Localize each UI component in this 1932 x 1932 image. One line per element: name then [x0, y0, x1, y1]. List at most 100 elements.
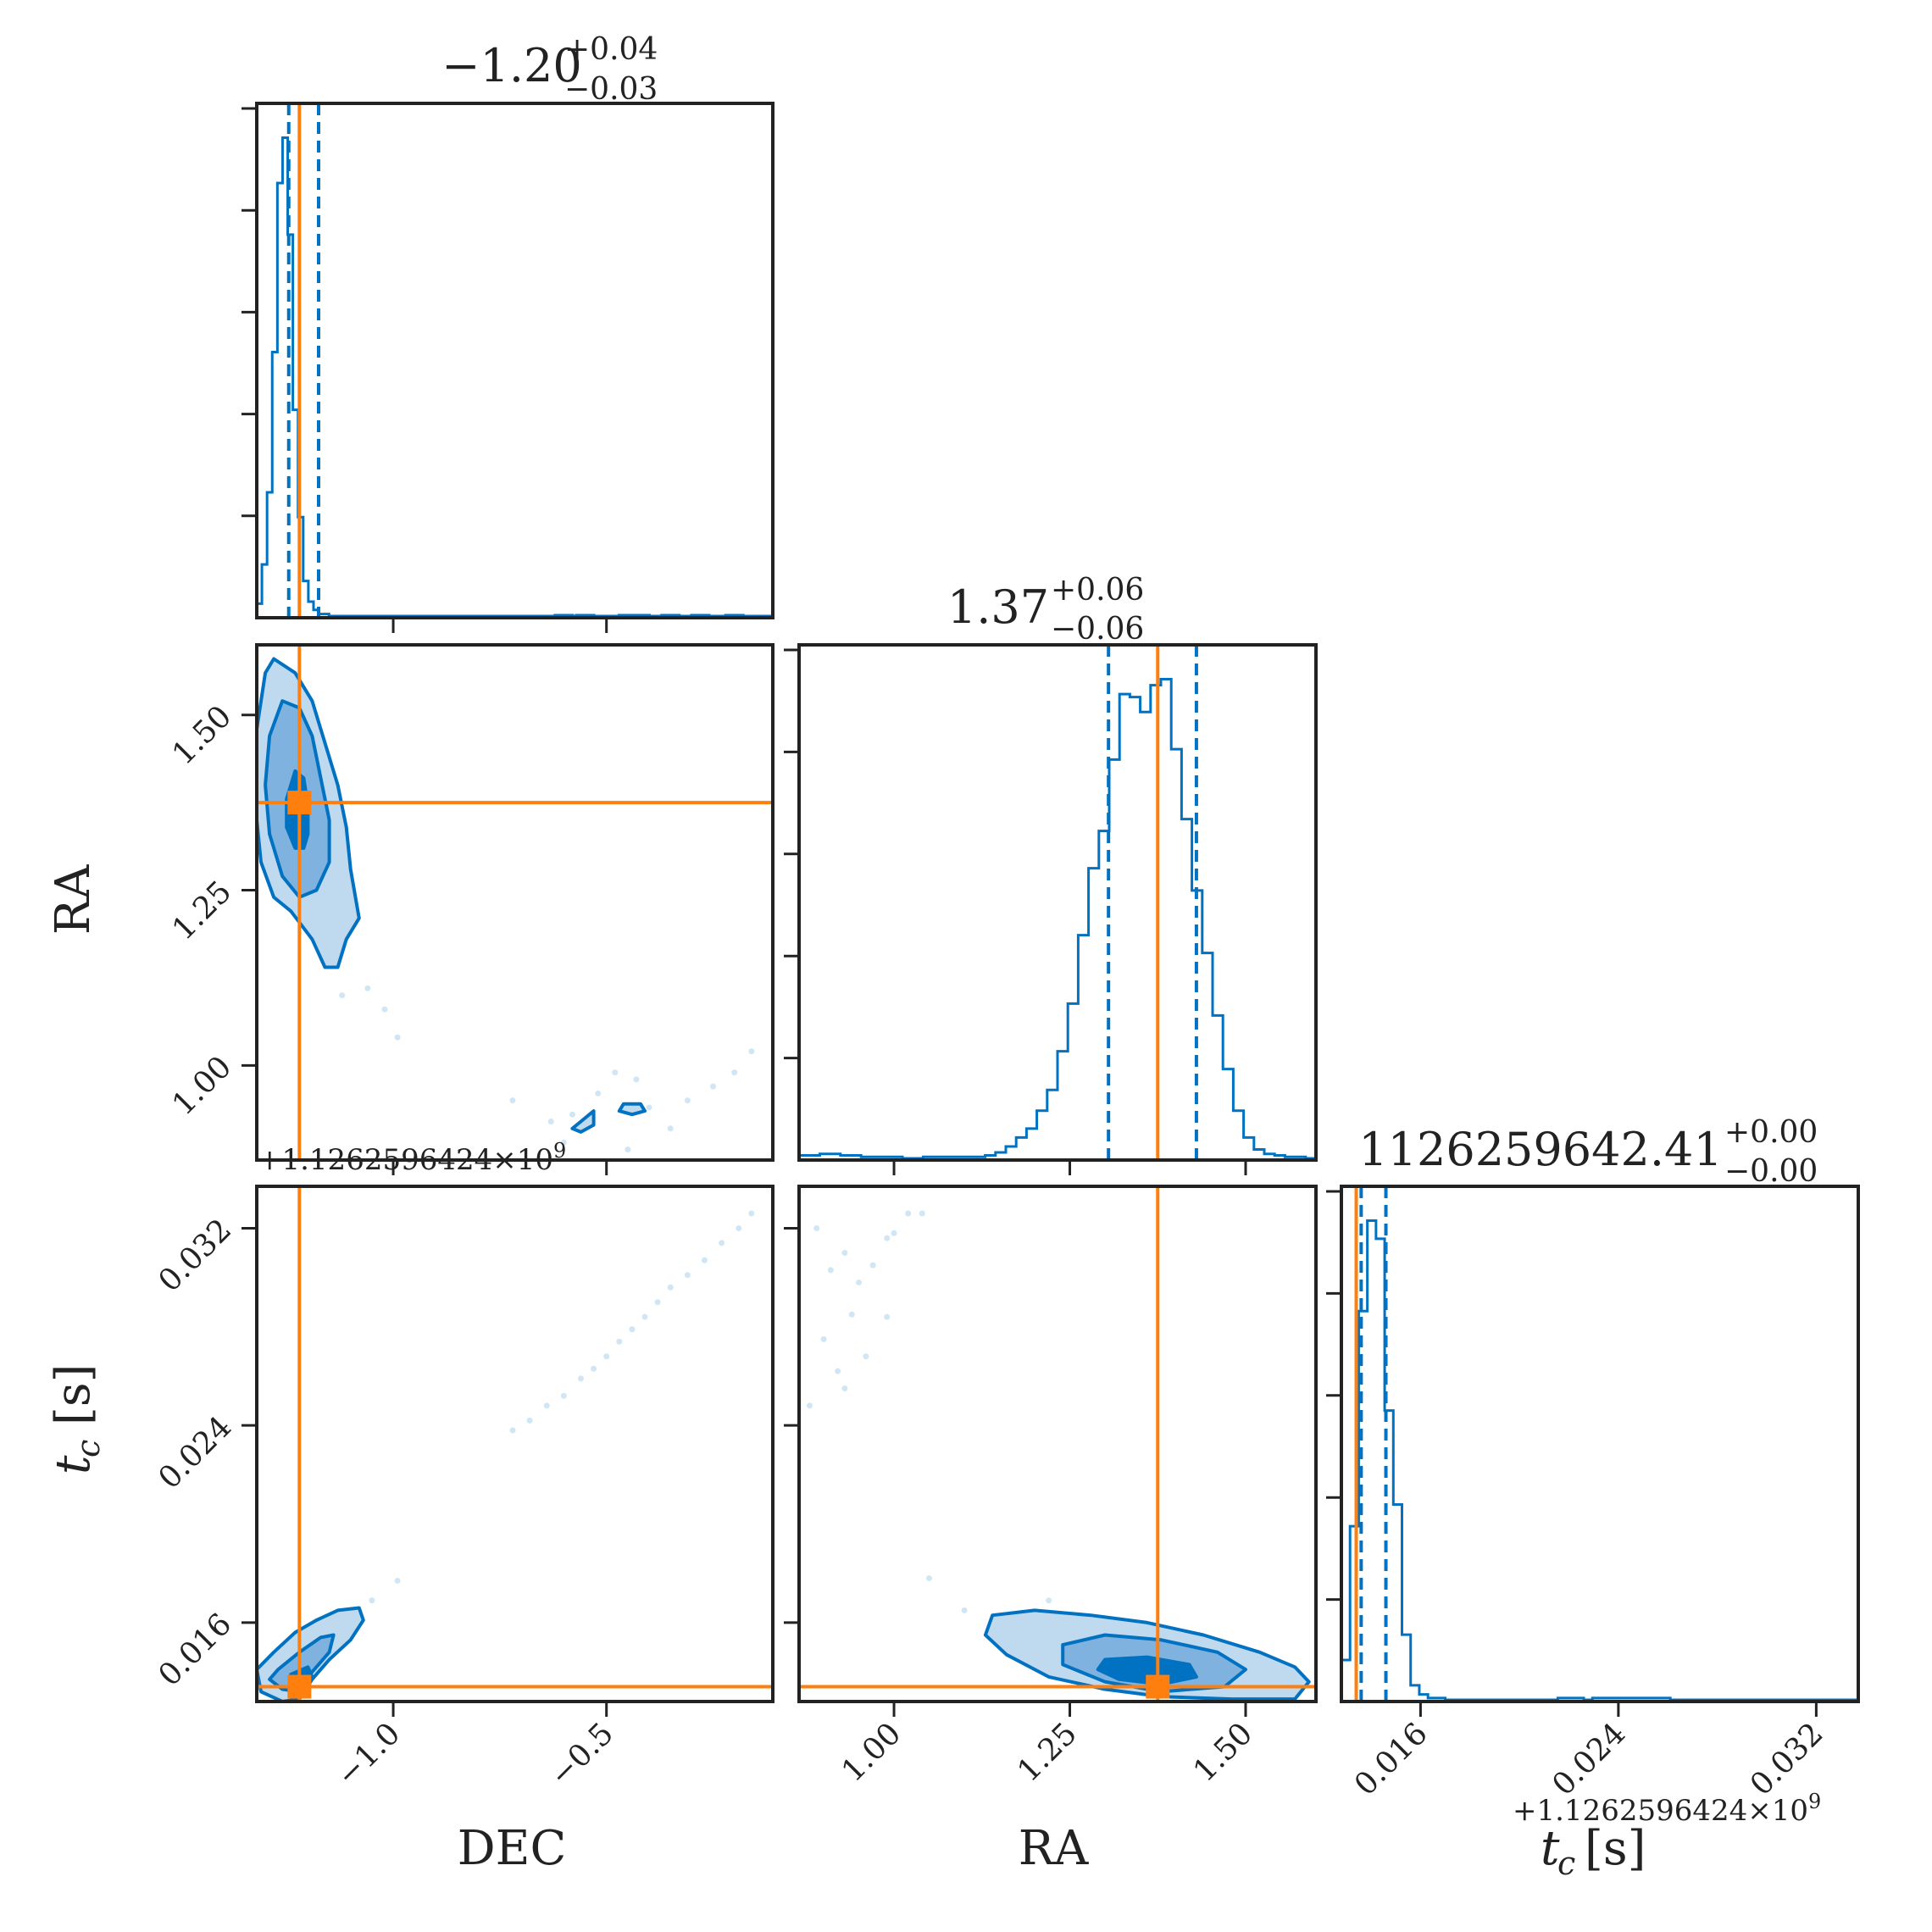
- sample-point: [364, 985, 371, 991]
- density-panel-tc-vs-dec: [257, 1186, 773, 1702]
- panels-layer: −1.0 −0.5 1.00 1.25 1.50 0.016 0.024 0.0321.001…: [152, 102, 1860, 1802]
- ra-xlabel: RA: [1019, 1821, 1089, 1876]
- tc-xlabel-t: t: [1541, 1821, 1560, 1876]
- sample-point: [569, 1111, 575, 1118]
- sample-point: [654, 1299, 661, 1306]
- sample-point: [863, 1353, 869, 1360]
- sample-point: [905, 1210, 912, 1217]
- sample-point: [543, 1402, 550, 1409]
- sample-point: [848, 1311, 855, 1318]
- tc-title-sup: +0.00: [1724, 1115, 1818, 1150]
- offset-left-base: +1.1262596424×10: [258, 1143, 553, 1177]
- sample-point: [339, 992, 346, 999]
- sample-point: [926, 1575, 933, 1582]
- offset-left-exp: 9: [553, 1139, 566, 1163]
- sample-point: [633, 1076, 640, 1083]
- sample-point: [884, 1313, 891, 1320]
- sample-point: [509, 1097, 516, 1104]
- sample-point: [603, 1353, 610, 1360]
- sample-point: [731, 1069, 738, 1076]
- sample-point: [612, 1069, 619, 1076]
- sample-point: [641, 1313, 648, 1320]
- ra-title-main: 1.37: [947, 580, 1049, 634]
- contour-inner: [1096, 1655, 1198, 1686]
- contour-island: [570, 1109, 596, 1134]
- sample-point: [710, 1083, 717, 1090]
- sample-point: [856, 1279, 863, 1285]
- contour-mid: [268, 1633, 336, 1694]
- sample-point: [869, 1262, 876, 1269]
- sample-point: [841, 1385, 848, 1392]
- tc-xlabel-sub: c: [1557, 1845, 1575, 1882]
- sample-point: [820, 1335, 827, 1342]
- contour-island: [617, 1102, 647, 1117]
- hist-frame-ra: [797, 643, 1318, 1162]
- sample-point: [369, 1597, 375, 1604]
- hist-frame-tc: [1340, 1185, 1860, 1703]
- sample-point: [736, 1224, 742, 1231]
- sample-point: [919, 1210, 925, 1217]
- sample-point: [381, 1006, 388, 1013]
- tc-ylabel: t c [s]: [46, 1364, 107, 1474]
- sample-point: [629, 1326, 636, 1333]
- ra-ylabel: RA: [46, 864, 101, 935]
- sample-point: [1046, 1597, 1052, 1604]
- sample-point: [394, 1034, 401, 1041]
- tc-xlabel-unit: [s]: [1585, 1821, 1646, 1876]
- tc-title-main: 1126259642.41: [1358, 1123, 1722, 1176]
- sample-point: [827, 1267, 834, 1274]
- sample-point: [667, 1284, 674, 1291]
- sample-point: [813, 1224, 820, 1231]
- sample-point: [748, 1048, 755, 1055]
- dec-title-main: −1.20: [441, 39, 581, 92]
- sample-point: [526, 1417, 533, 1424]
- dec-title: −1.20: [441, 39, 581, 92]
- density-frame-ra-vs-dec: [255, 643, 774, 1162]
- sample-point: [394, 1577, 401, 1584]
- ra-title-sub: −0.06: [1051, 612, 1144, 647]
- density-panel-tc-vs-ra: [799, 1186, 1316, 1702]
- sample-point: [560, 1392, 567, 1399]
- sample-point: [591, 1365, 597, 1372]
- truth-marker-tc-vs-ra: [1146, 1674, 1170, 1699]
- truth-marker-tc-vs-dec: [287, 1674, 312, 1699]
- offset-bottom-text: +1.1262596424×109: [1513, 1790, 1821, 1828]
- sample-point: [701, 1257, 708, 1263]
- sample-point: [884, 1235, 891, 1241]
- sample-point: [684, 1097, 691, 1104]
- sample-point: [961, 1607, 968, 1613]
- truth-marker-ra-vs-dec: [287, 791, 312, 815]
- tc-ylabel-t: t: [46, 1455, 101, 1474]
- density-panel-ra-vs-dec: [257, 645, 773, 1160]
- sample-point: [835, 1368, 841, 1374]
- sample-point: [719, 1240, 725, 1246]
- hist-frame-dec: [255, 102, 774, 619]
- sample-point: [667, 1125, 674, 1132]
- sample-point: [547, 1119, 554, 1125]
- hist-panel-ra: [799, 645, 1316, 1160]
- sample-point: [646, 1104, 652, 1111]
- tc-ylabel-unit: [s]: [46, 1364, 101, 1425]
- sample-point: [684, 1272, 691, 1279]
- sample-point: [806, 1402, 813, 1409]
- sample-point: [748, 1210, 755, 1217]
- sample-point: [891, 1230, 897, 1236]
- sample-point: [625, 1146, 631, 1153]
- sample-point: [841, 1250, 848, 1257]
- sample-point: [560, 1139, 567, 1146]
- ra-title-sup: +0.06: [1051, 573, 1144, 608]
- sample-point: [616, 1338, 623, 1345]
- sample-point: [509, 1427, 516, 1434]
- offset-bottom-exp: 9: [1808, 1790, 1821, 1813]
- offset-bottom-base: +1.1262596424×10: [1513, 1794, 1808, 1828]
- dec-title-sub: −0.03: [564, 72, 658, 107]
- hist-step-ra: [799, 678, 1316, 1160]
- tc-ylabel-sub: c: [69, 1440, 107, 1457]
- dec-title-sup: +0.04: [564, 32, 658, 67]
- tc-title-sub: −0.00: [1724, 1154, 1818, 1189]
- density-frame-tc-vs-dec: [255, 1185, 774, 1703]
- dec-xlabel: DEC: [458, 1821, 567, 1876]
- density-frame-tc-vs-ra: [797, 1185, 1318, 1703]
